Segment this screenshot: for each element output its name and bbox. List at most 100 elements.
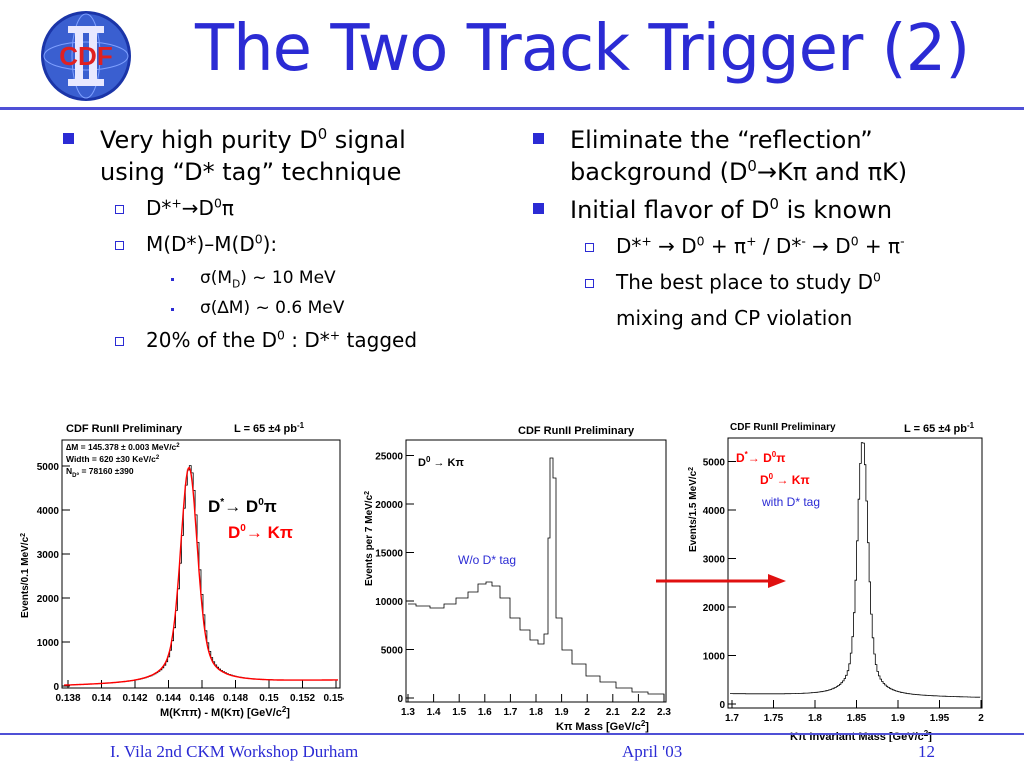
ytick-label: 3000 [37, 550, 60, 561]
xtick-label: 0.146 [189, 693, 214, 704]
plot1-yaxis-ticks: 0 1000 2000 3000 4000 5000 [37, 462, 70, 693]
sub-bullet-mixing-continuation: mixing and CP violation [616, 306, 853, 330]
plot3-label-d0: D0 → Kπ [760, 472, 810, 487]
bullet-hollow-square-icon [115, 205, 124, 214]
plot3-header: CDF RunII Preliminary [730, 422, 836, 433]
bullet-square-icon [533, 203, 544, 214]
ytick-label: 15000 [375, 549, 403, 560]
bullet-flavor: Initial flavor of D0 is known [530, 194, 1000, 226]
sub-bullet-mixing: The best place to study D0 [530, 268, 1000, 296]
plot1-fit-curve [64, 466, 338, 686]
plot2-histogram [408, 457, 665, 695]
left-bullet-column: Very high purity D0 signal using “D* tag… [60, 124, 500, 362]
ytick-label: 4000 [37, 506, 60, 517]
xtick-label: 0.154 [323, 693, 344, 704]
bullet-square-icon [533, 133, 544, 144]
bullet-dot-icon [171, 278, 174, 281]
xtick-label: 0.14 [92, 693, 112, 704]
bullet-dot-icon [171, 308, 174, 311]
ytick-label: 10000 [375, 597, 403, 608]
footer-date: April '03 [622, 742, 683, 761]
bullet-hollow-square-icon [115, 337, 124, 346]
plot3-lumi: L = 65 ±4 pb-1 [904, 421, 975, 435]
sub-sub-bullet-sigma-md: σ(MD) ~ 10 MeV [60, 266, 500, 290]
xtick-label: 1.3 [401, 707, 415, 718]
red-arrow-icon [656, 574, 786, 588]
plot1-label-dstar: D*→ D0π [208, 497, 277, 516]
plot-kpi-mass-tagged: CDF RunII Preliminary L = 65 ±4 pb-1 Eve… [688, 421, 984, 742]
xtick-label: 0.144 [156, 693, 181, 704]
ytick-label: 0 [397, 694, 403, 705]
xtick-label: 2 [978, 713, 984, 724]
xtick-label: 2.2 [631, 707, 645, 718]
svg-text:CDF: CDF [59, 41, 112, 71]
sub-bullet-decay: D*+→D0π [60, 194, 500, 222]
xtick-label: 1.7 [503, 707, 517, 718]
plot-delta-m: CDF RunII Preliminary L = 65 ±4 pb-1 Eve… [20, 421, 344, 719]
plot3-xaxis-ticks: 1.7 1.75 1.8 1.85 1.9 1.95 2 [725, 700, 984, 724]
plot3-xlabel: Kπ Invariant Mass [GeV/c2] [790, 729, 932, 742]
plot1-header: CDF RunII Preliminary [66, 423, 183, 435]
xtick-label: 1.75 [764, 713, 784, 724]
footer-author: I. Vila 2nd CKM Workshop Durham [110, 742, 359, 761]
plot1-label-d0: D0→ Kπ [228, 523, 293, 542]
xtick-label: 1.85 [847, 713, 867, 724]
ytick-label: 3000 [703, 555, 726, 566]
ytick-label: 2000 [703, 603, 726, 614]
plot2-yaxis-ticks: 0 5000 10000 15000 20000 25000 [375, 452, 414, 705]
xtick-label: 0.142 [122, 693, 147, 704]
ytick-label: 1000 [703, 652, 726, 663]
plot2-label-d0: D0 → Kπ [418, 455, 464, 469]
plot2-note: W/o D* tag [458, 553, 516, 567]
xtick-label: 0.148 [223, 693, 248, 704]
plot2-header: CDF RunII Preliminary [518, 425, 635, 437]
xtick-label: 1.6 [478, 707, 492, 718]
plot1-lumi: L = 65 ±4 pb-1 [234, 421, 305, 435]
ytick-label: 0 [53, 682, 59, 693]
plot3-note: with D* tag [761, 495, 820, 509]
plot1-histogram [64, 465, 338, 686]
sub-bullet-tagged: 20% of the D0 : D*+ tagged [60, 326, 500, 354]
ytick-label: 0 [719, 700, 725, 711]
xtick-label: 1.8 [529, 707, 543, 718]
xtick-label: 1.4 [427, 707, 441, 718]
footer-divider [0, 733, 1024, 735]
plot1-stat-yield: ND⁰ = 78160 ±390 [66, 466, 134, 479]
plot1-xaxis-ticks: 0.138 0.14 0.142 0.144 0.146 0.148 0.15 0.152 0.… [55, 680, 344, 704]
xtick-label: 1.9 [891, 713, 905, 724]
plot1-stat-width: Width = 620 ±30 KeV/c2 [66, 454, 160, 464]
plot2-xlabel: Kπ Mass [GeV/c2] [556, 719, 649, 733]
plot2-ylabel: Events per 7 MeV/c2 [364, 491, 375, 586]
xtick-label: 2.1 [606, 707, 620, 718]
plot2-xaxis-ticks: 1.3 1.4 1.5 1.6 1.7 1.8 1.9 2 2.1 2.2 2.3 [401, 694, 671, 718]
bullet-hollow-square-icon [115, 241, 124, 250]
xtick-label: 1.95 [930, 713, 950, 724]
ytick-label: 5000 [37, 462, 60, 473]
bullet-hollow-square-icon [585, 279, 594, 288]
plot1-stat-deltam: ∆M = 145.378 ± 0.003 MeV/c2 [66, 442, 180, 452]
bullet-square-icon [63, 133, 74, 144]
xtick-label: 0.15 [259, 693, 279, 704]
ytick-label: 5000 [703, 458, 726, 469]
plot1-xlabel: M(Kππ) - M(Kπ) [GeV/c2] [160, 705, 290, 719]
cdf-logo: CDF [41, 11, 131, 101]
slide-title: The Two Track Trigger (2) [195, 12, 970, 86]
sub-sub-bullet-sigma-dm: σ(∆M) ~ 0.6 MeV [60, 296, 500, 320]
sub-bullet-dstar-decays: D*+ → D0 + π+ / D*- → D0 + π- [530, 232, 1000, 260]
footer-page-number: 12 [918, 742, 935, 761]
plot3-ylabel: Events/1.5 MeV/c2 [688, 467, 699, 552]
xtick-label: 2.3 [657, 707, 671, 718]
xtick-label: 1.8 [808, 713, 822, 724]
bullet-purity: Very high purity D0 signal using “D* tag… [60, 124, 500, 188]
sub-bullet-mass-difference: M(D*)–M(D0): [60, 230, 500, 258]
xtick-label: 1.5 [452, 707, 466, 718]
right-bullet-column: Eliminate the “reflection” background (D… [530, 124, 1000, 332]
xtick-label: 1.9 [555, 707, 569, 718]
ytick-label: 1000 [37, 638, 60, 649]
ytick-label: 4000 [703, 506, 726, 517]
bullet-hollow-square-icon [585, 243, 594, 252]
xtick-label: 2 [584, 707, 590, 718]
plot3-histogram [730, 442, 981, 698]
plot3-label-dstar: D*→ D0π [736, 450, 785, 465]
ytick-label: 25000 [375, 452, 403, 463]
